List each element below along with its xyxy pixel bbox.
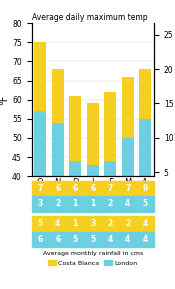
Bar: [122, 138, 134, 289]
Text: 6: 6: [55, 235, 60, 244]
Bar: [49, 181, 66, 196]
Bar: [69, 96, 81, 161]
Bar: [136, 196, 154, 212]
Text: 2: 2: [55, 199, 60, 208]
Bar: [34, 111, 46, 289]
Bar: [102, 196, 119, 212]
Bar: [32, 181, 49, 196]
Bar: [49, 196, 66, 212]
Bar: [84, 216, 102, 231]
Bar: [32, 216, 49, 231]
Bar: [32, 231, 49, 247]
Text: 5: 5: [73, 235, 78, 244]
Bar: [119, 181, 136, 196]
Bar: [66, 196, 84, 212]
Bar: [32, 196, 49, 212]
Bar: [104, 92, 116, 161]
Bar: [66, 231, 84, 247]
Bar: [119, 231, 136, 247]
Bar: [122, 77, 134, 138]
Bar: [34, 42, 46, 111]
Bar: [119, 196, 136, 212]
Text: 4: 4: [143, 235, 148, 244]
Bar: [52, 123, 64, 289]
Bar: [49, 216, 66, 231]
Text: 5: 5: [90, 235, 95, 244]
Text: Average daily hours of sunshine: Average daily hours of sunshine: [42, 216, 143, 221]
Text: 7: 7: [125, 184, 130, 193]
Text: 2: 2: [125, 219, 130, 228]
Bar: [49, 231, 66, 247]
Bar: [84, 196, 102, 212]
Text: 2: 2: [108, 219, 113, 228]
Text: 3: 3: [90, 219, 95, 228]
Text: 7: 7: [108, 184, 113, 193]
Text: 2: 2: [108, 199, 113, 208]
Text: Average monthly rainfall in cms: Average monthly rainfall in cms: [43, 251, 143, 256]
Text: 4: 4: [108, 235, 113, 244]
Text: 5: 5: [143, 199, 148, 208]
Text: 4: 4: [125, 235, 130, 244]
Text: 7: 7: [38, 184, 43, 193]
Bar: [87, 103, 99, 165]
Text: Average daily maximum temp: Average daily maximum temp: [32, 13, 148, 22]
Legend: Costa Blanca, London: Costa Blanca, London: [46, 258, 140, 268]
Text: 9: 9: [143, 184, 148, 193]
Bar: [87, 165, 99, 289]
Text: 6: 6: [55, 184, 60, 193]
Text: 1: 1: [73, 219, 78, 228]
Bar: [102, 216, 119, 231]
Text: 5: 5: [38, 219, 43, 228]
Bar: [136, 216, 154, 231]
Bar: [139, 69, 151, 119]
Bar: [52, 69, 64, 123]
Bar: [102, 231, 119, 247]
Text: 1: 1: [90, 199, 95, 208]
Bar: [119, 216, 136, 231]
Text: 6: 6: [90, 184, 95, 193]
Text: 3: 3: [38, 199, 43, 208]
Text: 6: 6: [38, 235, 43, 244]
Text: 4: 4: [55, 219, 60, 228]
Text: 4: 4: [143, 219, 148, 228]
Bar: [69, 161, 81, 289]
Bar: [104, 161, 116, 289]
Bar: [102, 181, 119, 196]
Bar: [66, 216, 84, 231]
Text: 1: 1: [73, 199, 78, 208]
Y-axis label: °F: °F: [0, 95, 9, 105]
Bar: [84, 181, 102, 196]
Bar: [66, 181, 84, 196]
Bar: [136, 231, 154, 247]
Text: 6: 6: [73, 184, 78, 193]
Bar: [139, 119, 151, 289]
Bar: [84, 231, 102, 247]
Bar: [136, 181, 154, 196]
Text: 4: 4: [125, 199, 130, 208]
